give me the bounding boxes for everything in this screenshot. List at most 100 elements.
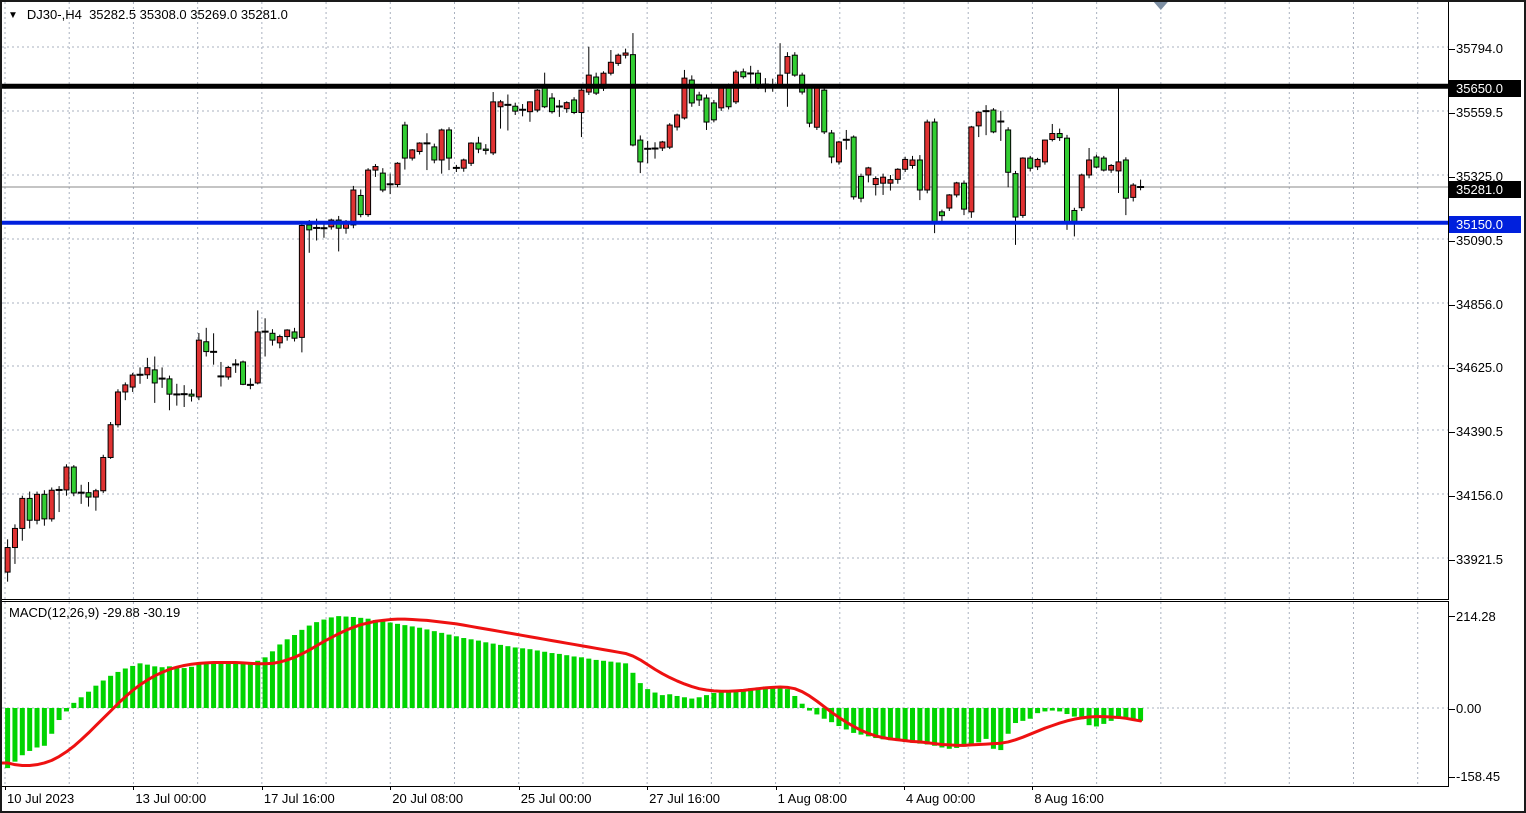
- price-axis-label: 35794.0: [1456, 41, 1503, 56]
- symbol-period-label: DJ30-,H4: [26, 7, 82, 22]
- macd-histogram-bar: [1071, 708, 1077, 717]
- candle-body: [1100, 157, 1107, 171]
- macd-histogram-bar: [659, 695, 665, 708]
- candle-body: [909, 159, 916, 166]
- macd-histogram-bar: [910, 708, 916, 743]
- macd-histogram-bar: [1020, 708, 1026, 721]
- candle-body: [1056, 133, 1063, 139]
- macd-histogram-bar: [983, 708, 989, 739]
- candle-body: [784, 56, 791, 74]
- macd-histogram-bar: [350, 616, 356, 708]
- macd-histogram-bar: [269, 651, 275, 708]
- price-axis-label: 33921.5: [1456, 552, 1503, 568]
- candle-body: [497, 101, 504, 108]
- macd-histogram-bar: [652, 692, 658, 708]
- candle-body: [63, 466, 70, 491]
- macd-histogram-bar: [895, 708, 901, 742]
- symbol-title: ▼ DJ30-,H4 35282.5 35308.0 35269.0 35281.…: [8, 7, 288, 22]
- candle-body: [1005, 129, 1012, 173]
- macd-histogram-bar: [181, 668, 187, 708]
- candle-body: [372, 166, 379, 171]
- macd-histogram-bar: [990, 708, 996, 749]
- doji-candle: [423, 142, 431, 145]
- candle-body: [129, 374, 136, 388]
- time-axis-label: 1 Aug 08:00: [777, 791, 847, 806]
- macd-histogram-bar: [1116, 708, 1122, 719]
- price-axis-tick: [1449, 431, 1455, 433]
- macd-histogram-bar: [799, 703, 805, 708]
- candle-body: [70, 466, 77, 494]
- macd-histogram-bar: [498, 644, 504, 708]
- price-axis-tick: [1449, 112, 1455, 114]
- doji-candle: [1137, 186, 1145, 189]
- doji-candle: [246, 383, 254, 386]
- macd-histogram-bar: [424, 629, 430, 708]
- macd-histogram-bar: [255, 660, 261, 708]
- macd-histogram-bar: [512, 647, 518, 708]
- candle-body: [284, 329, 291, 338]
- macd-axis-label: 214.28: [1456, 608, 1496, 624]
- doji-candle: [210, 350, 218, 353]
- candle-body: [416, 142, 423, 153]
- macd-histogram-bar: [380, 621, 386, 708]
- macd-histogram-bar: [814, 708, 820, 715]
- macd-histogram-bar: [961, 708, 967, 747]
- macd-histogram-bar: [534, 650, 540, 708]
- macd-histogram-bar: [718, 691, 724, 708]
- macd-histogram-bar: [689, 698, 695, 708]
- chart-menu-arrow-icon[interactable]: ▼: [8, 10, 18, 21]
- candle-body: [880, 176, 887, 184]
- candle-body: [1019, 157, 1026, 216]
- candle-body: [34, 493, 41, 521]
- macd-histogram-bar: [865, 708, 871, 737]
- candle-body: [41, 493, 48, 520]
- macd-histogram-bar: [468, 639, 474, 708]
- price-axis-tick: [1449, 559, 1455, 561]
- candle-body: [916, 159, 923, 191]
- chart-shift-marker[interactable]: [1153, 2, 1168, 10]
- candle-body: [813, 87, 820, 128]
- candle-body: [946, 194, 953, 209]
- macd-histogram-bar: [417, 627, 423, 708]
- macd-histogram-bar: [233, 661, 239, 708]
- price-axis-tick: [1449, 176, 1455, 178]
- candle-body: [4, 547, 11, 573]
- macd-signal-line: [2, 617, 1143, 768]
- macd-histogram-bar: [556, 653, 562, 708]
- macd-histogram-bar: [829, 708, 835, 723]
- candle-body: [953, 182, 960, 196]
- candle-body: [1049, 133, 1056, 141]
- price-axis-label: 34625.0: [1456, 360, 1503, 376]
- macd-histogram-bar: [601, 660, 607, 708]
- time-axis-label: 10 Jul 2023: [7, 791, 75, 806]
- candle-body: [835, 141, 842, 163]
- candle-body: [1034, 158, 1041, 168]
- macd-axis-tick: [1449, 616, 1455, 618]
- candle-body: [195, 339, 202, 398]
- macd-histogram-bar: [593, 659, 599, 708]
- time-axis-tick: [261, 786, 263, 790]
- macd-histogram-bar: [218, 663, 224, 708]
- price-axis-tick: [1449, 495, 1455, 497]
- candle-body: [357, 194, 364, 216]
- macd-histogram-bar: [159, 667, 165, 708]
- doji-candle: [555, 105, 563, 108]
- candle-body: [144, 367, 151, 376]
- macd-histogram-bar: [12, 708, 18, 762]
- macd-pane[interactable]: [2, 601, 1449, 787]
- candle-body: [1130, 184, 1137, 198]
- candle-body: [549, 97, 556, 113]
- macd-histogram-bar: [115, 671, 121, 708]
- macd-histogram-bar: [1005, 708, 1011, 734]
- macd-histogram-bar: [225, 662, 231, 708]
- price-pane[interactable]: [2, 2, 1449, 600]
- macd-histogram-bar: [152, 666, 158, 708]
- macd-histogram-bar: [100, 680, 106, 708]
- macd-histogram-bar: [762, 686, 768, 708]
- candle-body: [629, 54, 636, 146]
- candle-body: [674, 114, 681, 128]
- support-price-badge: 35150.0: [1449, 216, 1521, 234]
- candle-body: [710, 102, 717, 121]
- macd-histogram-bar: [306, 625, 312, 708]
